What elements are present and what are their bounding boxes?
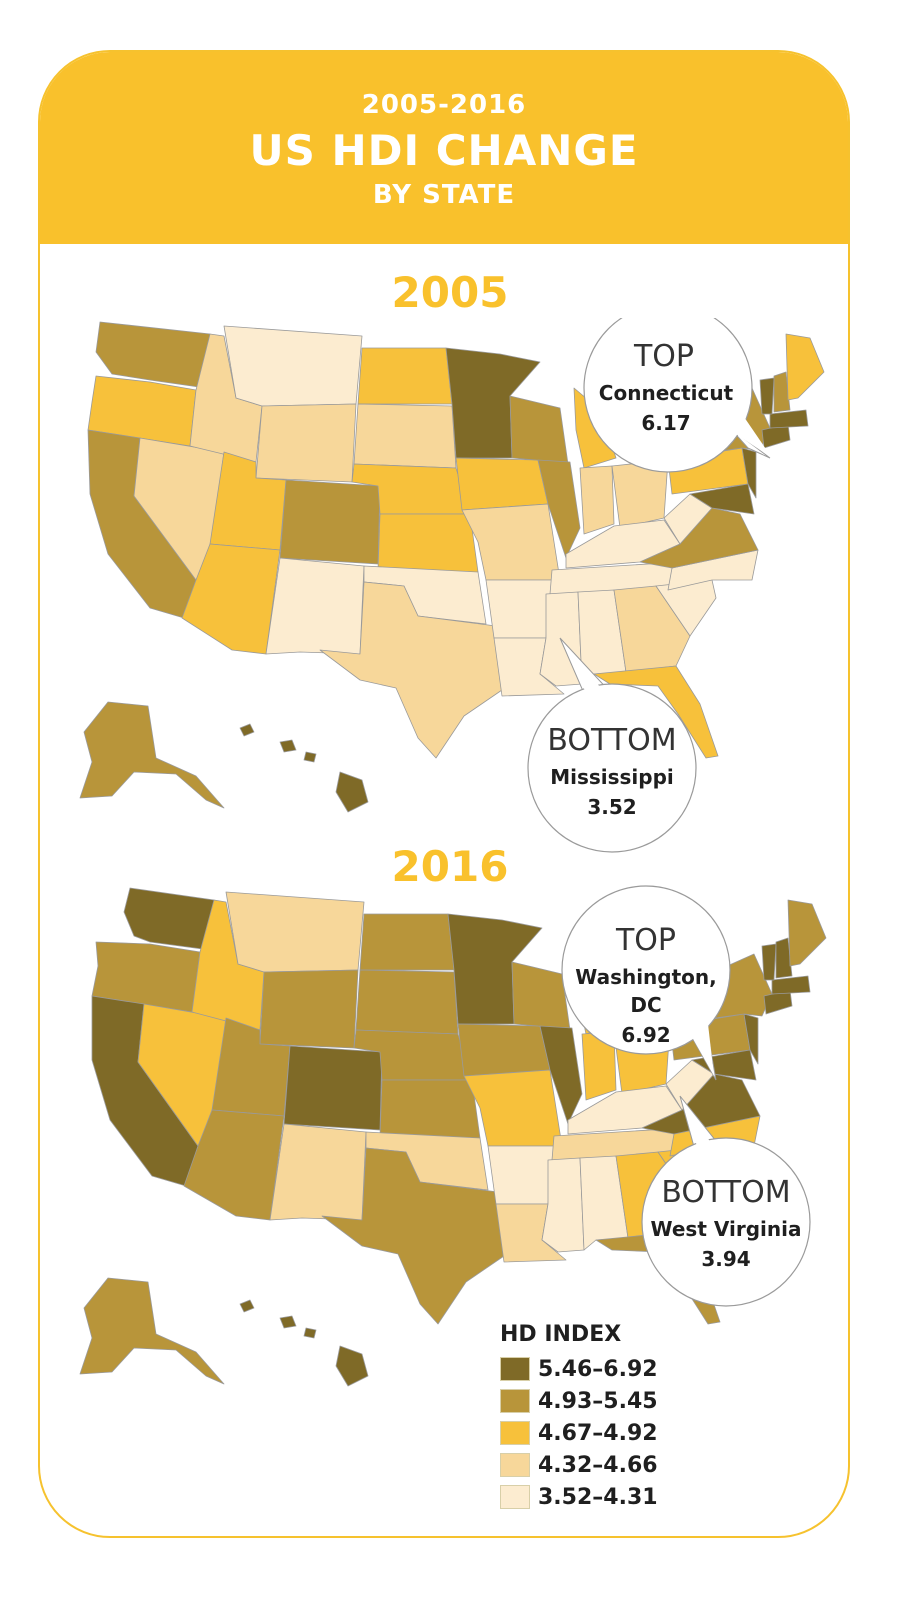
bottom-label-2016: BOTTOM	[661, 1175, 790, 1210]
state-georgia	[613, 585, 691, 673]
state-arizona	[183, 1109, 285, 1221]
top-label-2016: TOP	[615, 923, 676, 958]
state-colorado	[279, 479, 381, 565]
state-louisiana	[495, 1203, 567, 1263]
year-range: 2005-2016	[361, 90, 527, 120]
bottom-state-2016: West Virginia	[651, 1217, 802, 1241]
map-2005: TOP Connecticut 6.17 BOTTOM Mississippi …	[79, 318, 825, 853]
states-2005	[87, 321, 825, 759]
state-kansas	[377, 513, 479, 573]
callout-bottom-2016: BOTTOM West Virginia 3.94	[641, 1095, 811, 1307]
map-2016: TOP Washington, DC 6.92 BOTTOM West Virg…	[79, 885, 827, 1387]
state-south-dakota	[353, 403, 457, 469]
callout-bottom-2005: BOTTOM Mississippi 3.52	[527, 637, 697, 853]
state-alaska	[79, 701, 225, 809]
state-north-dakota	[359, 913, 455, 971]
state-hawaii	[239, 1299, 369, 1387]
bottom-value-2005: 3.52	[587, 795, 636, 819]
state-wisconsin	[511, 961, 571, 1031]
state-new-hampshire	[775, 937, 793, 979]
state-iowa	[455, 457, 549, 511]
state-mississippi	[541, 1157, 585, 1253]
legend-label: 4.67–4.92	[538, 1420, 658, 1446]
state-alaska	[79, 1277, 225, 1385]
state-iowa	[457, 1023, 551, 1077]
legend-item: 4.32–4.66	[500, 1449, 760, 1481]
legend-swatch	[500, 1357, 530, 1381]
state-illinois	[537, 459, 581, 559]
legend-label: 5.46–6.92	[538, 1356, 658, 1382]
state-louisiana	[493, 637, 565, 697]
state-arkansas	[485, 579, 553, 639]
state-idaho	[189, 333, 263, 463]
state-wyoming	[259, 969, 359, 1049]
legend-title: HD INDEX	[500, 1322, 622, 1347]
bottom-state-2005: Mississippi	[550, 765, 674, 789]
legend-swatch	[500, 1485, 530, 1509]
state-arizona	[181, 543, 281, 655]
legend-item: 4.67–4.92	[500, 1417, 760, 1449]
state-indiana	[579, 465, 615, 535]
bottom-label-2005: BOTTOM	[547, 723, 676, 758]
map-2016-year: 2016	[391, 842, 509, 891]
state-texas	[319, 581, 503, 759]
state-illinois	[539, 1025, 583, 1125]
state-massachusetts	[771, 975, 811, 995]
state-wyoming	[255, 403, 357, 483]
state-montana	[223, 325, 363, 407]
header-banner: 2005-2016 US HDI CHANGE BY STATE	[40, 52, 848, 244]
legend-swatch	[500, 1453, 530, 1477]
callout-top-2005: TOP Connecticut 6.17	[583, 318, 772, 473]
state-wisconsin	[509, 395, 569, 465]
state-new-mexico	[265, 557, 365, 655]
legend-item: 3.52–4.31	[500, 1481, 760, 1513]
legend-item: 5.46–6.92	[500, 1353, 760, 1385]
state-vermont	[759, 377, 775, 415]
state-arkansas	[487, 1145, 555, 1205]
state-hawaii	[239, 723, 369, 813]
state-colorado	[283, 1045, 383, 1131]
state-washington	[123, 887, 215, 951]
state-north-dakota	[357, 347, 453, 405]
page-title: US HDI CHANGE	[249, 126, 639, 175]
state-texas	[321, 1147, 505, 1325]
legend-swatch	[500, 1389, 530, 1413]
legend-label: 4.32–4.66	[538, 1452, 658, 1478]
top-state-2016-line2: DC	[630, 993, 661, 1017]
state-maine	[787, 899, 827, 967]
legend-label: 4.93–5.45	[538, 1388, 658, 1414]
top-state-2016-line1: Washington,	[575, 965, 717, 989]
state-kansas	[379, 1079, 481, 1139]
state-new-jersey	[743, 1013, 759, 1065]
legend: HD INDEX 5.46–6.92 4.93–5.45 4.67–4.92 4…	[500, 1322, 760, 1513]
state-maine	[785, 333, 825, 401]
state-massachusetts	[769, 409, 809, 429]
map-2005-year: 2005	[391, 268, 509, 317]
legend-item: 4.93–5.45	[500, 1385, 760, 1417]
top-label-2005: TOP	[633, 339, 694, 374]
state-new-jersey	[741, 447, 757, 499]
state-maryland	[689, 483, 755, 515]
state-new-mexico	[269, 1123, 367, 1221]
callout-top-2016: TOP Washington, DC 6.92	[561, 885, 731, 1081]
state-vermont	[761, 943, 777, 981]
legend-label: 3.52–4.31	[538, 1484, 658, 1510]
state-new-hampshire	[773, 371, 791, 413]
bottom-value-2016: 3.94	[701, 1247, 750, 1271]
state-montana	[225, 891, 365, 973]
top-value-2005: 6.17	[641, 411, 690, 435]
state-south-dakota	[355, 969, 459, 1035]
page-subtitle: BY STATE	[372, 180, 516, 210]
top-value-2016: 6.92	[621, 1023, 670, 1047]
legend-swatch	[500, 1421, 530, 1445]
top-state-2005: Connecticut	[599, 381, 734, 405]
